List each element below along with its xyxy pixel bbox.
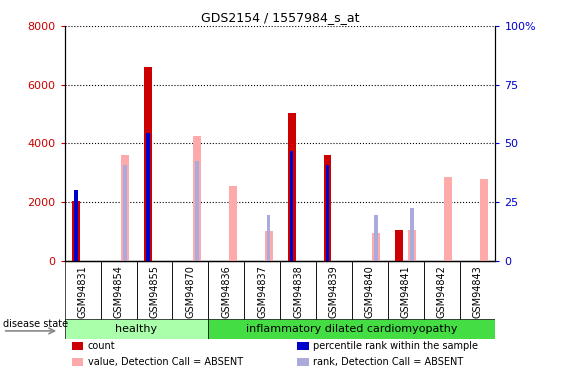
Bar [101, 261, 137, 321]
Bar [325, 165, 329, 261]
Bar [374, 215, 378, 261]
Text: percentile rank within the sample: percentile rank within the sample [313, 341, 478, 351]
Text: value, Detection Call = ABSENT: value, Detection Call = ABSENT [88, 357, 243, 367]
Bar [146, 133, 150, 261]
Bar [72, 342, 83, 350]
Bar [137, 261, 172, 321]
Bar [144, 67, 152, 261]
Text: GSM94855: GSM94855 [149, 266, 159, 318]
Text: GSM94841: GSM94841 [401, 266, 411, 318]
Bar [65, 261, 101, 321]
Bar [395, 230, 403, 261]
Bar [480, 178, 488, 261]
Bar [121, 155, 129, 261]
Bar [74, 190, 78, 261]
Text: healthy: healthy [115, 324, 158, 334]
Bar [267, 215, 270, 261]
Text: GSM94840: GSM94840 [365, 266, 375, 318]
Bar [72, 201, 80, 261]
Bar [410, 208, 414, 261]
Text: inflammatory dilated cardiomyopathy: inflammatory dilated cardiomyopathy [246, 324, 458, 334]
Bar [372, 233, 380, 261]
Bar [72, 358, 83, 366]
Bar [288, 112, 296, 261]
Text: disease state: disease state [3, 320, 68, 329]
Bar [324, 155, 332, 261]
Bar [123, 165, 127, 261]
Bar [195, 161, 199, 261]
Bar [297, 342, 309, 350]
Bar [208, 319, 495, 339]
Bar [290, 151, 293, 261]
Bar [444, 177, 452, 261]
Text: GSM94839: GSM94839 [329, 266, 339, 318]
Bar [65, 319, 208, 339]
Bar [352, 261, 388, 321]
Bar [424, 261, 459, 321]
Bar [280, 261, 316, 321]
Bar [265, 231, 272, 261]
Text: GSM94836: GSM94836 [221, 266, 231, 318]
Bar [459, 261, 495, 321]
Text: count: count [88, 341, 115, 351]
Bar [193, 136, 201, 261]
Text: GSM94831: GSM94831 [78, 266, 88, 318]
Title: GDS2154 / 1557984_s_at: GDS2154 / 1557984_s_at [201, 11, 359, 24]
Bar [229, 186, 236, 261]
Bar [316, 261, 352, 321]
Text: GSM94843: GSM94843 [472, 266, 482, 318]
Bar [172, 261, 208, 321]
Text: GSM94854: GSM94854 [114, 266, 124, 318]
Text: GSM94870: GSM94870 [185, 266, 195, 318]
Bar [244, 261, 280, 321]
Text: GSM94838: GSM94838 [293, 266, 303, 318]
Text: rank, Detection Call = ABSENT: rank, Detection Call = ABSENT [313, 357, 463, 367]
Bar [388, 261, 424, 321]
Text: GSM94837: GSM94837 [257, 266, 267, 318]
Bar [297, 358, 309, 366]
Bar [408, 230, 416, 261]
Text: GSM94842: GSM94842 [436, 266, 446, 318]
Bar [208, 261, 244, 321]
